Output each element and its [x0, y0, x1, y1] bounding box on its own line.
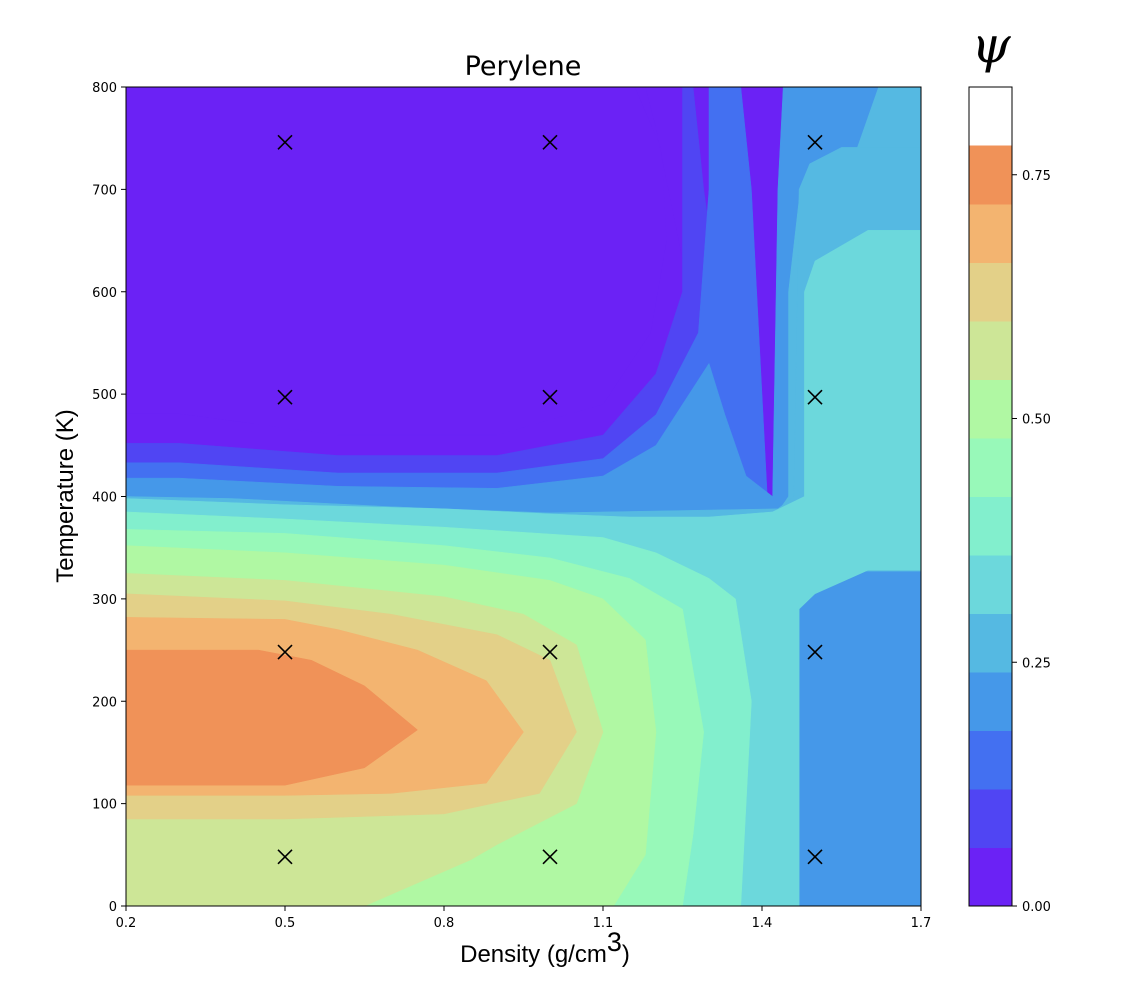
colorbar-tick-label: 0.00	[1022, 900, 1051, 915]
chart-title: Perylene	[465, 51, 582, 82]
colorbar-bands	[969, 145, 1012, 907]
colorbar-band	[969, 672, 1012, 731]
sample-marker	[542, 849, 558, 865]
y-tick-label: 500	[92, 388, 117, 403]
x-tick-label: 1.4	[752, 916, 773, 931]
colorbar-frame	[968, 86, 1013, 907]
y-tick-label: 100	[92, 798, 117, 813]
colorbar: 0.00 0.25 0.50 0.75	[968, 86, 1051, 915]
colorbar-band	[969, 262, 1012, 322]
colorbar-tick-label: 0.25	[1022, 656, 1051, 671]
colorbar-tick-label: 0.75	[1022, 169, 1051, 184]
y-tick-label: 800	[92, 81, 117, 96]
y-tick-label: 0	[109, 900, 117, 915]
colorbar-band	[969, 496, 1012, 556]
y-axis: 0 100 200 300 400 500 600 700 800	[92, 81, 126, 915]
sample-marker	[542, 134, 558, 150]
x-tick-label: 0.2	[116, 916, 137, 931]
y-tick-label: 200	[92, 695, 117, 710]
y-tick-label: 700	[92, 183, 117, 198]
sample-marker	[542, 644, 558, 660]
sample-marker	[807, 389, 823, 405]
sample-marker	[277, 134, 293, 150]
x-axis: 0.2 0.5 0.8 1.1 1.4 1.7	[116, 906, 932, 931]
sample-marker	[807, 849, 823, 865]
colorbar-band	[969, 613, 1012, 673]
colorbar-band	[969, 321, 1012, 380]
y-tick-label: 600	[92, 286, 117, 301]
colorbar-band	[969, 555, 1012, 614]
sample-marker	[542, 389, 558, 405]
y-tick-label: 300	[92, 593, 117, 608]
x-tick-label: 0.5	[275, 916, 296, 931]
colorbar-band	[969, 204, 1012, 263]
colorbar-band	[969, 789, 1012, 848]
x-tick-label: 0.8	[434, 916, 455, 931]
x-axis-label: Density (g/cm3)	[460, 927, 630, 968]
colorbar-band	[969, 847, 1012, 907]
contour-bands	[125, 86, 922, 907]
colorbar-band	[969, 145, 1012, 205]
sample-marker	[277, 389, 293, 405]
sample-markers	[277, 134, 823, 865]
sample-marker	[277, 644, 293, 660]
colorbar-band	[969, 379, 1012, 439]
colorbar-band	[969, 438, 1012, 497]
colorbar-ticks: 0.00 0.25 0.50 0.75	[1012, 169, 1051, 915]
x-tick-label: 1.1	[593, 916, 614, 931]
y-tick-label: 400	[92, 491, 117, 506]
colorbar-label: ψ	[971, 16, 1011, 74]
sample-marker	[807, 134, 823, 150]
colorbar-tick-label: 0.50	[1022, 413, 1051, 428]
y-axis-label: Temperature (K)	[52, 409, 79, 582]
contour-band-level-13	[125, 649, 418, 786]
plot-area	[125, 86, 922, 907]
sample-marker	[807, 644, 823, 660]
sample-marker	[277, 849, 293, 865]
colorbar-band	[969, 730, 1012, 790]
x-tick-label: 1.7	[911, 916, 932, 931]
